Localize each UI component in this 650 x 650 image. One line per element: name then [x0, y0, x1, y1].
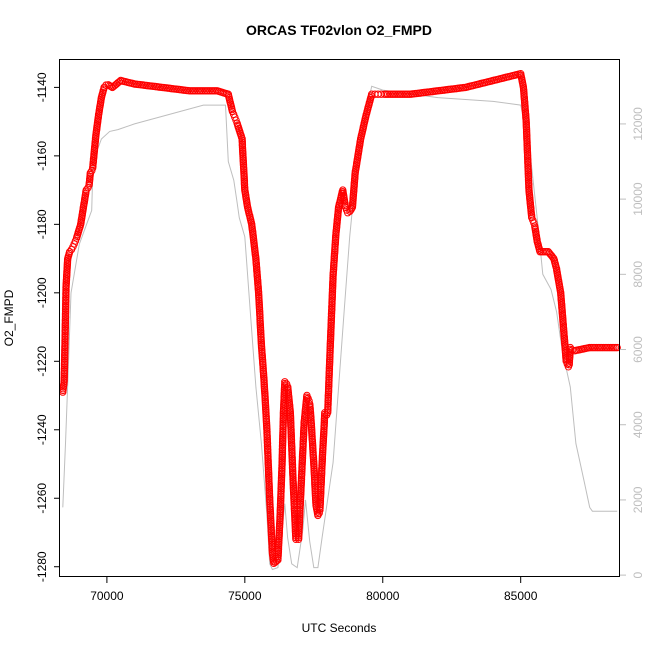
y2-tick-label: 12000 — [631, 107, 645, 141]
x-tick-label: 70000 — [90, 589, 124, 603]
plot-frame — [59, 59, 620, 577]
y-tick-label: -1260 — [35, 483, 49, 514]
x-axis: 70000 75000 80000 85000 — [90, 577, 538, 603]
o2-fmpd-point — [232, 116, 240, 124]
y-tick-label: -1140 — [35, 72, 49, 102]
x-tick-label: 85000 — [504, 589, 538, 603]
y-tick-label: -1220 — [35, 346, 49, 377]
y-tick-label: -1180 — [35, 209, 49, 239]
altitude-series — [62, 85, 618, 571]
altitude-line — [62, 85, 618, 571]
y2-tick-label: 10000 — [631, 182, 645, 216]
y2-tick-label: 0 — [631, 571, 645, 578]
y-axis-right: 0 2000 4000 6000 8000 10000 12000 — [620, 107, 645, 578]
o2-fmpd-point — [613, 343, 621, 352]
o2-fmpd-series — [59, 70, 621, 567]
y-tick-label: -1240 — [35, 414, 49, 445]
y2-tick-label: 6000 — [631, 336, 645, 363]
y-axis-left: -1280 -1260 -1240 -1220 -1200 -1180 -1160 -1140 — [35, 72, 60, 582]
y2-tick-label: 8000 — [631, 261, 645, 288]
y-tick-label: -1280 — [35, 551, 49, 582]
x-tick-label: 80000 — [366, 589, 400, 603]
y-tick-label: -1160 — [35, 141, 49, 171]
y2-tick-label: 4000 — [631, 411, 645, 438]
o2-fmpd-point — [102, 81, 110, 89]
y-tick-label: -1200 — [35, 277, 49, 308]
y2-tick-label: 2000 — [631, 486, 645, 513]
y-axis-label: O2_FMPD — [2, 289, 16, 346]
o2-fmpd-point — [66, 248, 74, 256]
x-axis-label: UTC Seconds — [302, 621, 377, 635]
x-tick-label: 75000 — [228, 589, 262, 603]
chart-title: ORCAS TF02vlon O2_FMPD — [246, 22, 432, 38]
